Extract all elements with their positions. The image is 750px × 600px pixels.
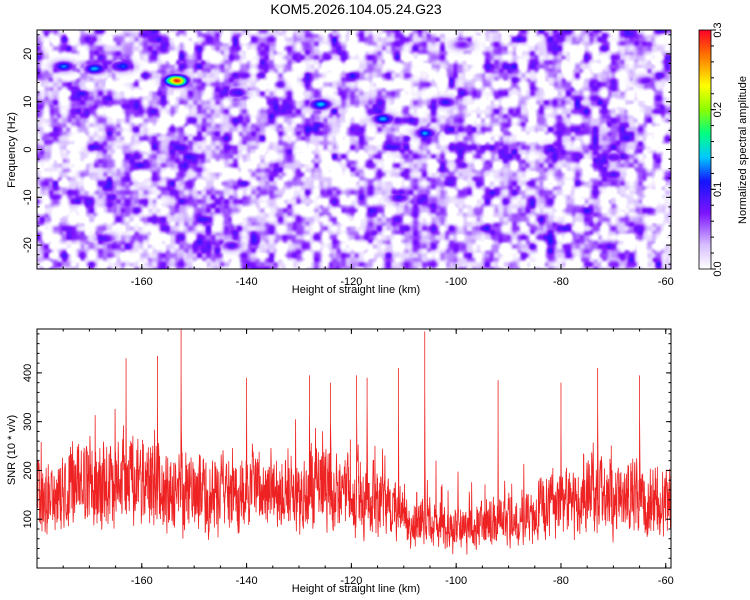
spectrogram-image-frame xyxy=(37,30,671,269)
colorbar-gradient xyxy=(698,29,712,270)
snr-y-tick-label: 100 xyxy=(22,510,34,528)
spectrogram-y-label: Frequency (Hz) xyxy=(6,112,18,188)
snr-y-tick-label: 200 xyxy=(22,461,34,479)
spectrogram-y-tick-label: 0 xyxy=(22,146,34,152)
snr-x-tick-label: -160 xyxy=(131,575,153,587)
spectrogram-image xyxy=(37,30,671,269)
snr-x-tick-label: -140 xyxy=(236,575,258,587)
colorbar-tick-label: 0.0 xyxy=(712,261,724,276)
spectrogram-x-tick-label: -140 xyxy=(236,276,258,288)
colorbar: 0.0 0.1 0.2 0.3 Normalized spectral amplitu… xyxy=(698,22,749,277)
snr-x-tick-label: -100 xyxy=(445,575,467,587)
snr-series-line xyxy=(37,329,671,555)
snr-panel: -160 -140 -120 -100 -80 -60 100 200 300 400 Heig… xyxy=(6,328,674,595)
spectrogram-x-tick-label: -60 xyxy=(658,276,674,288)
spectrogram-x-tick-label: -100 xyxy=(445,276,467,288)
colorbar-tick-label: 0.1 xyxy=(712,182,724,197)
spectrogram-x-tick-label: -120 xyxy=(340,276,362,288)
colorbar-tick-label: 0.2 xyxy=(712,102,724,117)
spectrogram-y-tick-label: -10 xyxy=(22,189,34,205)
snr-y-label: SNR (10 * v/v) xyxy=(6,415,18,485)
spectrogram-x-axis: -160 -140 -120 -100 -80 -60 xyxy=(36,30,674,288)
snr-x-axis: -160 -140 -120 -100 -80 -60 xyxy=(36,329,674,587)
spectrogram-x-tick-label: -80 xyxy=(553,276,569,288)
colorbar-tick-label: 0.3 xyxy=(712,22,724,37)
colorbar-ticks: 0.0 0.1 0.2 0.3 xyxy=(711,22,724,277)
figure-title: KOM5.2026.104.05.24.G23 xyxy=(270,1,441,17)
snr-y-tick-label: 300 xyxy=(22,412,34,430)
spectrogram-x-tick-label: -160 xyxy=(131,276,153,288)
snr-x-tick-label: -80 xyxy=(553,575,569,587)
snr-x-tick-label: -60 xyxy=(658,575,674,587)
snr-y-tick-label: 400 xyxy=(22,364,34,382)
spectrogram-y-tick-label: 20 xyxy=(22,48,34,60)
snr-frame xyxy=(36,328,672,569)
spectrogram-y-axis: -20 -10 0 10 20 xyxy=(22,34,671,265)
spectrogram-x-label: Height of straight line (km) xyxy=(292,284,420,296)
spectrogram-y-tick-label: -20 xyxy=(22,237,34,253)
colorbar-label: Normalized spectral amplitude xyxy=(737,76,749,224)
snr-y-axis: 100 200 300 400 xyxy=(22,333,671,569)
snr-x-tick-label: -120 xyxy=(340,575,362,587)
spectrogram-y-tick-label: 10 xyxy=(22,96,34,108)
snr-x-label: Height of straight line (km) xyxy=(292,583,420,595)
